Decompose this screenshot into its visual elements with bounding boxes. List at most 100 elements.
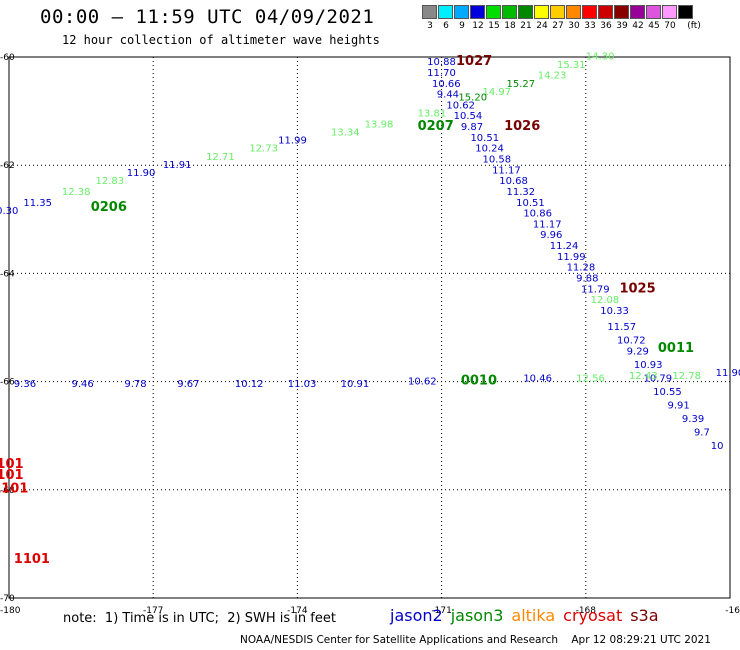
pass-time-label: 1101: [14, 552, 50, 567]
pass-time-label: 0011: [658, 341, 694, 356]
scale-label: 36: [600, 21, 612, 31]
lat-tick-label: -68: [0, 486, 15, 496]
wave-height-value: 15.27: [506, 79, 535, 90]
wave-height-value: 9.46: [71, 379, 93, 390]
wave-height-value: 9.88: [576, 274, 598, 285]
scale-label: 45: [648, 21, 660, 31]
wave-height-value: 12.56: [576, 374, 605, 385]
wave-height-value: 12.83: [96, 176, 125, 187]
wave-height-value: 10.51: [516, 198, 545, 209]
wave-height-value: 9.36: [14, 379, 36, 390]
wave-height-value: 11.99: [557, 252, 586, 263]
wave-height-value: 14.97: [482, 87, 511, 98]
wave-height-value: 10.55: [653, 387, 682, 398]
scale-label: 39: [616, 21, 628, 31]
wave-height-value: 10.86: [523, 209, 552, 220]
lon-tick-label: -177: [143, 606, 163, 616]
scale-swatch: [518, 5, 533, 19]
wave-height-value: 10.33: [600, 306, 629, 317]
scale-label: 24: [536, 21, 548, 31]
lat-tick-label: -60: [0, 53, 15, 63]
wave-height-value: 9.96: [540, 230, 562, 241]
lat-tick-label: -66: [0, 378, 15, 388]
wave-height-value: 10.51: [470, 133, 499, 144]
satellite-legend: jason2 jason3 altika cryosat s3a: [390, 606, 667, 625]
scale-label: 42: [632, 21, 644, 31]
scale-swatch: [678, 5, 693, 19]
pass-time-label: 0206: [91, 200, 127, 215]
wave-height-value: 11.24: [550, 241, 579, 252]
scale-swatch: [470, 5, 485, 19]
satellite-s3a: s3a: [630, 606, 659, 625]
satellite-altika: altika: [511, 606, 556, 625]
wave-height-value: 14.30: [586, 52, 615, 63]
wave-height-value: 14.23: [538, 71, 567, 82]
page-title: 00:00 – 11:59 UTC 04/09/2021: [40, 6, 375, 28]
wave-height-value: 13.98: [365, 119, 394, 130]
scale-label: 12: [472, 21, 484, 31]
wave-height-value: 10.54: [454, 111, 483, 122]
wave-height-value: 11.70: [427, 68, 456, 79]
scale-swatch: [630, 5, 645, 19]
wave-height-value: 13.34: [331, 127, 360, 138]
wave-height-value: 11.99: [278, 136, 307, 147]
wave-height-value: 10.58: [482, 154, 511, 165]
wave-height-value: 11.03: [288, 379, 317, 390]
lat-tick-label: -64: [0, 269, 15, 279]
wave-height-value: 9.7: [694, 428, 710, 439]
wave-height-value: 10.46: [523, 374, 552, 385]
page-subtitle: 12 hour collection of altimeter wave hei…: [62, 33, 380, 47]
wave-height-value: 10.91: [341, 379, 370, 390]
scale-swatch: [454, 5, 469, 19]
source-credit: NOAA/NESDIS Center for Satellite Applica…: [240, 634, 711, 646]
scale-swatch: [422, 5, 437, 19]
scale-label: 18: [504, 21, 516, 31]
wave-height-value: 11.35: [23, 198, 52, 209]
scale-label: 15: [488, 21, 500, 31]
wave-height-value: 15.20: [458, 92, 487, 103]
wave-height-value: 11.17: [533, 219, 562, 230]
wave-height-value: 11.32: [506, 187, 535, 198]
scale-label: 33: [584, 21, 596, 31]
wave-height-value: 12.71: [206, 152, 235, 163]
wave-height-value: 10.30: [0, 206, 18, 217]
wave-height-value: 11.57: [607, 322, 636, 333]
lat-tick-label: -62: [0, 161, 15, 171]
wave-height-value: 10.93: [634, 360, 663, 371]
scale-swatch: [662, 5, 677, 19]
wave-height-value: 10.68: [499, 176, 528, 187]
scale-label: 6: [443, 21, 449, 31]
wave-height-value: 12.73: [249, 144, 278, 155]
wave-height-value: 11.90: [716, 368, 740, 379]
wave-height-value: 9.91: [668, 401, 690, 412]
scale-label: 70: [664, 21, 676, 31]
wave-height-value: 15.31: [557, 60, 586, 71]
scale-swatch: [582, 5, 597, 19]
lon-tick-label: -174: [287, 606, 308, 616]
scale-swatch: [614, 5, 629, 19]
scale-swatch: [534, 5, 549, 19]
pass-time-label: 1025: [619, 281, 655, 296]
wave-height-value: 12.08: [591, 295, 620, 306]
scale-swatch: [598, 5, 613, 19]
pass-time-label: 1027: [456, 54, 492, 69]
satellite-cryosat: cryosat: [563, 606, 623, 625]
scale-unit: (ft): [687, 21, 701, 31]
wave-height-value: 11.17: [492, 165, 521, 176]
pass-time-label: 1101: [0, 457, 24, 472]
wave-height-value: 9.78: [124, 379, 146, 390]
wave-height-value: 9.29: [627, 347, 649, 358]
scale-swatch: [502, 5, 517, 19]
wave-height-value: 9.44: [437, 90, 459, 101]
pass-time-label: 1101: [0, 482, 28, 497]
scale-label: 30: [568, 21, 580, 31]
scale-label: 27: [552, 21, 564, 31]
wave-height-value: 9.87: [461, 122, 483, 133]
wave-height-value: 10.12: [235, 379, 264, 390]
scale-swatch: [646, 5, 661, 19]
lon-tick-label: -168: [576, 606, 597, 616]
wave-height-value: 13.81: [418, 109, 447, 120]
wave-height-value: 10.79: [643, 374, 672, 385]
pass-time-label: 1026: [504, 119, 540, 134]
